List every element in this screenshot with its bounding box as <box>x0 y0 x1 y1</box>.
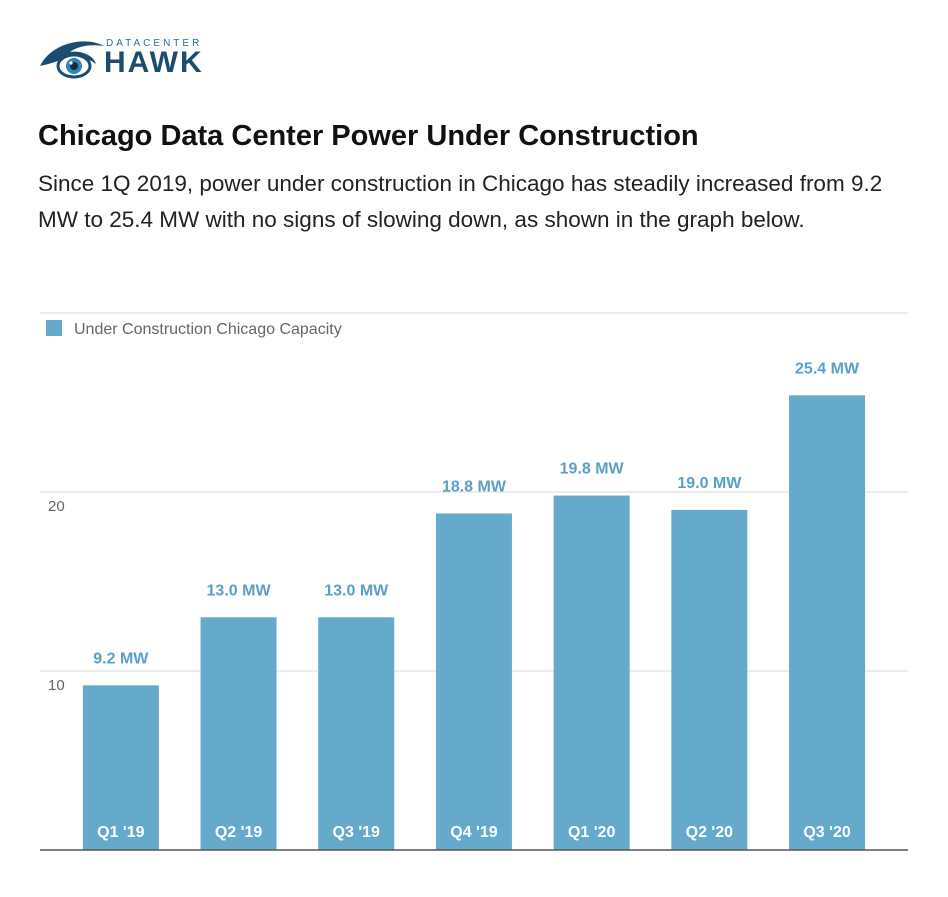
x-category-label: Q2 '20 <box>686 824 733 841</box>
legend-label: Under Construction Chicago Capacity <box>74 321 342 338</box>
bar-data-label: 13.0 MW <box>324 582 389 599</box>
x-category-label: Q3 '19 <box>333 824 380 841</box>
logo-wordmark-big: HAWK <box>104 46 204 79</box>
bar <box>435 513 512 850</box>
logo-wordmark-small: DATACENTER <box>106 38 203 49</box>
legend-swatch <box>46 320 62 336</box>
x-category-label: Q1 '20 <box>568 824 615 841</box>
bar <box>789 395 866 850</box>
bar <box>318 617 395 850</box>
bar <box>200 617 277 850</box>
bar <box>671 509 748 850</box>
bar-data-label: 13.0 MW <box>207 582 272 599</box>
bar <box>553 495 630 850</box>
bar-chart: 10 20 Under Construction Chicago Capacity 9… <box>40 312 908 851</box>
bar-data-label: 9.2 MW <box>93 650 149 667</box>
bar-data-label: 19.0 MW <box>677 475 742 492</box>
bar-data-label: 25.4 MW <box>795 360 860 377</box>
x-category-label: Q3 '20 <box>803 824 850 841</box>
x-category-label: Q1 '19 <box>97 824 144 841</box>
x-category-label: Q2 '19 <box>215 824 262 841</box>
hawk-eye-icon <box>40 41 104 79</box>
page-subtitle: Since 1Q 2019, power under construction … <box>38 171 883 232</box>
y-tick-label: 20 <box>48 498 65 515</box>
bar-data-label: 19.8 MW <box>560 461 625 478</box>
page-title: Chicago Data Center Power Under Construc… <box>38 120 699 152</box>
y-tick-label: 10 <box>48 677 65 694</box>
bar-data-label: 18.8 MW <box>442 478 507 495</box>
bar <box>82 685 159 850</box>
x-category-label: Q4 '19 <box>450 824 497 841</box>
datacenterhawk-logo <box>38 36 238 86</box>
